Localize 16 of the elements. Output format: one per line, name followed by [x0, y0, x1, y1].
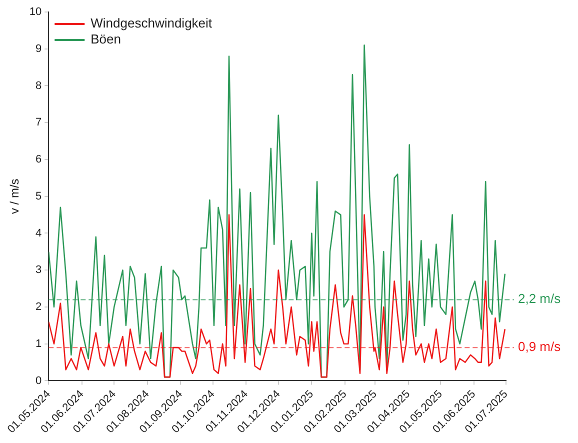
y-tick-label: 2 [36, 301, 42, 314]
y-tick-label: 3 [36, 264, 42, 276]
legend-label: Böen [90, 32, 122, 47]
y-tick-label: 6 [36, 154, 42, 166]
y-tick-label: 9 [36, 42, 42, 55]
ref-line-label: 0,9 m/s [518, 339, 562, 354]
y-tick-label: 4 [36, 227, 42, 240]
ref-line-label: 2,2 m/s [518, 291, 562, 306]
y-tick-label: 7 [36, 116, 42, 129]
y-tick-label: 0 [36, 374, 42, 387]
y-tick-label: 10 [29, 6, 42, 18]
legend-label: Windgeschwindigkeit [90, 16, 212, 31]
y-tick-label: 5 [36, 190, 42, 202]
y-tick-label: 1 [36, 338, 42, 350]
y-axis-title: v / m/s [8, 178, 22, 214]
y-tick-label: 8 [36, 80, 42, 92]
